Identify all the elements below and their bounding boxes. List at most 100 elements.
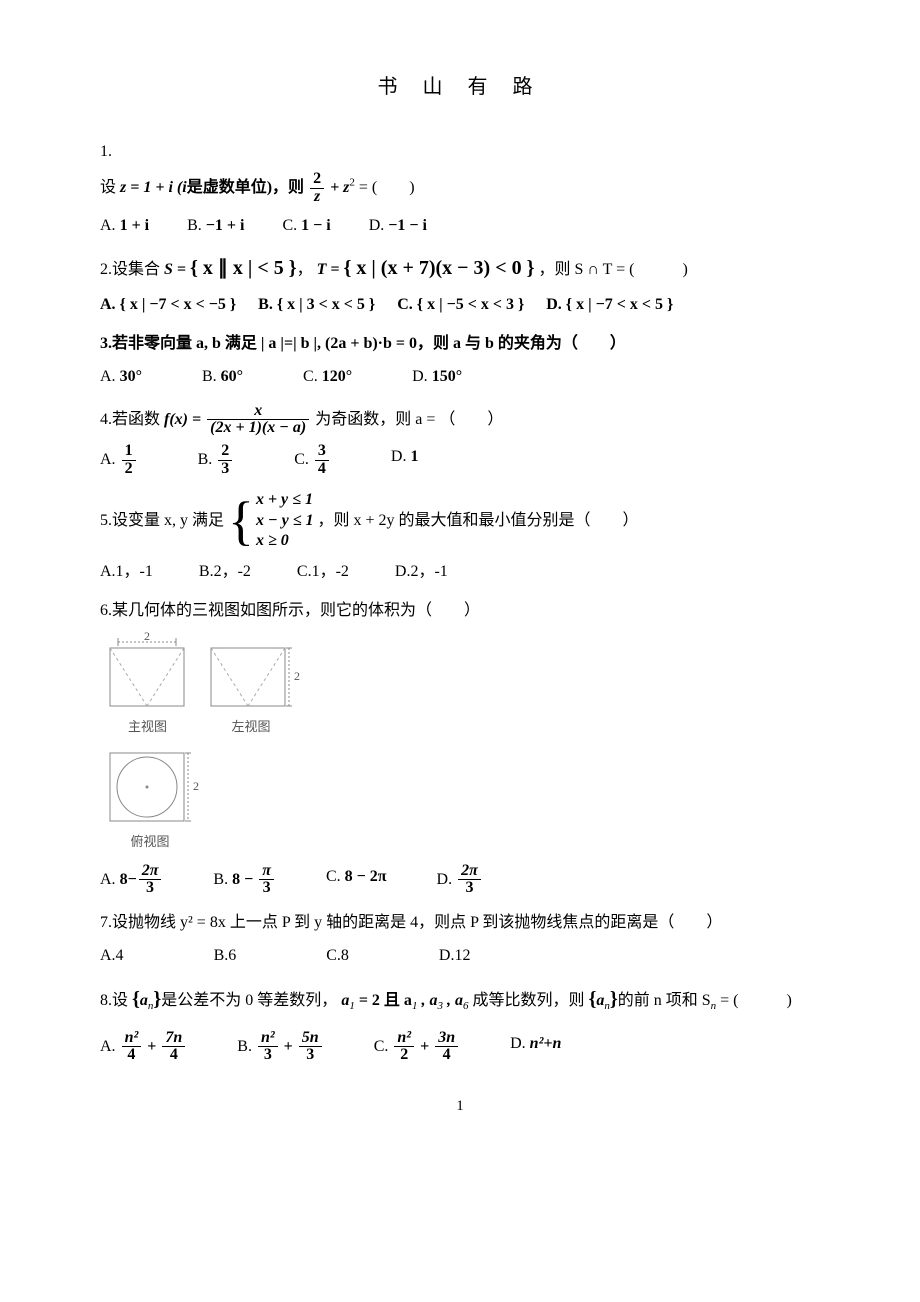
q4-optB-n: 2	[218, 443, 232, 461]
q8-optC-l: C.	[374, 1038, 393, 1055]
q1-optD: D. −1 − i	[369, 212, 427, 239]
q4-optD: D. 1	[391, 443, 419, 478]
q6-optD: D. 2π3	[437, 863, 483, 898]
q6-stem: 6.某几何体的三视图如图所示，则它的体积为（ ）	[100, 597, 820, 624]
q6-front-label: 主视图	[128, 716, 167, 738]
q5-l1: x + y ≤ 1	[256, 490, 314, 511]
q2-optB: B. { x | 3 < x < 5 }	[258, 291, 375, 318]
q4-optC-d: 4	[315, 461, 329, 478]
q4-optA-n: 1	[122, 443, 136, 461]
q2-S: S =	[164, 261, 190, 278]
q7-optD: D.12	[439, 942, 471, 969]
q8-optB-d: 3	[258, 1047, 278, 1064]
q2-optD: D. { x | −7 < x < 5 }	[546, 291, 673, 318]
q5-system: { x + y ≤ 1 x − y ≤ 1 x ≥ 0	[228, 490, 314, 552]
q5-optD: D.2，-1	[395, 558, 448, 585]
q3-optD-l: D.	[412, 368, 428, 385]
q8-optB: B. n²3 + 5n3	[237, 1030, 323, 1065]
q2-T: T =	[317, 261, 344, 278]
q6-side-view: 2 左视图	[201, 630, 301, 738]
q6-optB-pre: 8 −	[232, 871, 257, 888]
q1-eq: = ( )	[359, 179, 415, 196]
q5-pre: 5.设变量 x, y 满足	[100, 512, 228, 529]
question-1: 1. 设 z = 1 + i (i是虚数单位)，则 2z + z2 = ( ) …	[100, 138, 820, 239]
q1-optB-v: −1 + i	[206, 217, 245, 234]
q3-optC: C. 120°	[303, 363, 352, 390]
q4-stem: 4.若函数 f(x) = x (2x + 1)(x − a) 为奇函数，则 a …	[100, 403, 820, 438]
q3-stem-text: 3.若非零向量 a, b 满足 | a |=| b |, (2a + b)·b …	[100, 335, 626, 352]
q1-optC-v: 1 − i	[301, 217, 331, 234]
q5-optC: C.1，-2	[297, 558, 349, 585]
q6-optD-n: 2π	[458, 863, 481, 881]
q8-optD-v: n²+n	[530, 1035, 562, 1052]
q1-optC-l: C.	[282, 217, 297, 234]
q3-options: A. 30° B. 60° C. 120° D. 150°	[100, 363, 820, 390]
q1-expr: z = 1 + i (i	[120, 179, 187, 196]
q6-optC-l: C.	[326, 868, 345, 885]
q8-optB-l: B.	[237, 1038, 256, 1055]
q3-stem: 3.若非零向量 a, b 满足 | a |=| b |, (2a + b)·b …	[100, 330, 820, 357]
q6-optA-pre: 8−	[120, 871, 137, 888]
q6-figure: 2 主视图 2 左视图	[100, 630, 330, 852]
q6-options: A. 8−2π3 B. 8 − π3 C. 8 − 2π D. 2π3	[100, 863, 820, 898]
q3-optB-l: B.	[202, 368, 217, 385]
svg-text:2: 2	[294, 669, 300, 683]
q1-options: A. 1 + i B. −1 + i C. 1 − i D. −1 − i	[100, 212, 820, 239]
q8-bl: {	[132, 988, 140, 1010]
q8-optB-d2: 3	[299, 1047, 322, 1064]
svg-text:2: 2	[193, 779, 199, 793]
q8-optC: C. n²2 + 3n4	[374, 1030, 460, 1065]
q1-optB-l: B.	[187, 217, 202, 234]
q1-optD-v: −1 − i	[388, 217, 427, 234]
q1-optD-l: D.	[369, 217, 385, 234]
q4-post: 为奇函数，则 a = （ ）	[315, 411, 503, 428]
q4-optA: A. 12	[100, 443, 138, 478]
q1-frac: 2z	[310, 171, 324, 206]
q8-optA-d2: 4	[162, 1047, 185, 1064]
q8-c1: , a	[417, 992, 437, 1009]
q1-mid: 是虚数单位	[187, 179, 267, 196]
q2-Sset: { x ∥ x | < 5 }	[190, 257, 297, 279]
q8-optB-n2: 5n	[299, 1030, 322, 1048]
q7-optA: A.4	[100, 942, 124, 969]
q3-optD-v: 150°	[432, 368, 462, 385]
q2-options: A. { x | −7 < x < −5 } B. { x | 3 < x < …	[100, 291, 820, 318]
q6-optD-l: D.	[437, 871, 457, 888]
q8-optB-n: n²	[258, 1030, 278, 1048]
q4-optD-v: 1	[410, 448, 418, 465]
q2-optA: A. { x | −7 < x < −5 }	[100, 291, 236, 318]
q5-optA: A.1，-1	[100, 558, 153, 585]
q6-front-view: 2 主视图	[100, 630, 195, 738]
q6-dim-top: 2	[144, 630, 150, 643]
q4-optA-d: 2	[122, 461, 136, 478]
q6-optD-d: 3	[458, 880, 481, 897]
q1-optA-l: A.	[100, 217, 116, 234]
q5-brace: {	[228, 494, 254, 548]
q4-optB-l: B.	[198, 451, 213, 468]
q8-eq2: = 2 且 a	[355, 992, 412, 1009]
q4-pre: 4.若函数	[100, 411, 164, 428]
q6-optB-d: 3	[259, 880, 274, 897]
q8-optA-d: 4	[122, 1047, 142, 1064]
q6-optA: A. 8−2π3	[100, 863, 163, 898]
q1-pre: 设	[100, 179, 116, 196]
q6-optB: B. 8 − π3	[213, 863, 276, 898]
question-4: 4.若函数 f(x) = x (2x + 1)(x − a) 为奇函数，则 a …	[100, 403, 820, 478]
q8-a: a	[140, 992, 148, 1009]
q8-optA-p: +	[143, 1038, 160, 1055]
q8-mid2: 成等比数列，则	[472, 992, 588, 1009]
question-6: 6.某几何体的三视图如图所示，则它的体积为（ ） 2 主视图	[100, 597, 820, 897]
q6-optB-l: B.	[213, 871, 232, 888]
question-5: 5.设变量 x, y 满足 { x + y ≤ 1 x − y ≤ 1 x ≥ …	[100, 490, 820, 586]
q1-sq: 2	[349, 177, 355, 189]
q3-optC-l: C.	[303, 368, 318, 385]
q7-options: A.4 B.6 C.8 D.12	[100, 942, 820, 969]
q4-optB-d: 3	[218, 461, 232, 478]
q6-optA-l: A.	[100, 871, 120, 888]
q1-num: 1.	[100, 138, 820, 165]
q8-s6: 6	[463, 1000, 469, 1012]
q8-optA-l: A.	[100, 1038, 120, 1055]
q7-optC: C.8	[326, 942, 349, 969]
q6-top-label: 俯视图	[130, 831, 169, 853]
q2-optC: C. { x | −5 < x < 3 }	[397, 291, 524, 318]
